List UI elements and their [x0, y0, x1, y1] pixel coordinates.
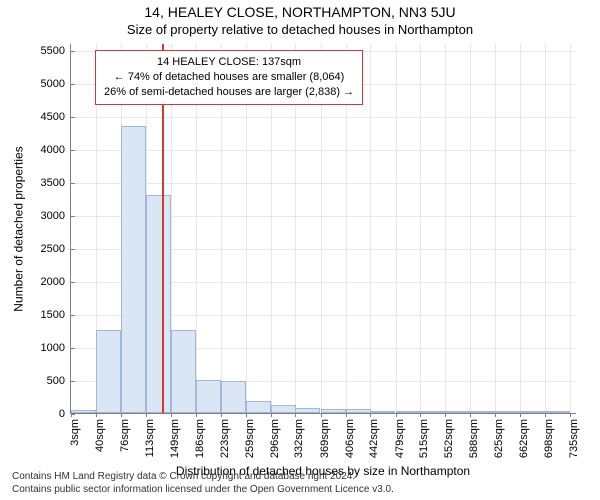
- y-tick-label: 3500: [41, 177, 71, 189]
- x-tick-mark: [396, 413, 397, 417]
- y-tick-label: 5500: [41, 45, 71, 57]
- x-tick-label: 259sqm: [244, 419, 256, 458]
- x-tick-mark: [96, 413, 97, 417]
- chart-container: 14, HEALEY CLOSE, NORTHAMPTON, NN3 5JU S…: [0, 0, 600, 500]
- y-tick-label: 2000: [41, 276, 71, 288]
- x-tick-mark: [420, 413, 421, 417]
- histogram-bar: [96, 330, 121, 413]
- y-tick-label: 4000: [41, 144, 71, 156]
- x-tick-label: 552sqm: [443, 419, 455, 458]
- histogram-bar: [71, 410, 96, 413]
- histogram-bar: [271, 405, 296, 413]
- gridline-v: [570, 44, 571, 413]
- x-tick-mark: [71, 413, 72, 417]
- y-tick-label: 500: [47, 375, 71, 387]
- x-tick-label: 698sqm: [543, 419, 555, 458]
- x-tick-mark: [196, 413, 197, 417]
- y-tick-label: 1500: [41, 309, 71, 321]
- x-tick-mark: [370, 413, 371, 417]
- x-tick-mark: [545, 413, 546, 417]
- x-tick-label: 406sqm: [344, 419, 356, 458]
- x-tick-mark: [171, 413, 172, 417]
- footer-attribution: Contains HM Land Registry data © Crown c…: [12, 471, 394, 496]
- x-tick-mark: [121, 413, 122, 417]
- histogram-bar: [121, 126, 146, 413]
- x-tick-label: 332sqm: [293, 419, 305, 458]
- y-tick-label: 4500: [41, 111, 71, 123]
- histogram-bar: [470, 411, 495, 413]
- x-tick-mark: [271, 413, 272, 417]
- x-tick-mark: [470, 413, 471, 417]
- histogram-bar: [221, 381, 246, 413]
- x-tick-mark: [221, 413, 222, 417]
- annotation-box: 14 HEALEY CLOSE: 137sqm← 74% of detached…: [95, 50, 363, 105]
- y-tick-label: 2500: [41, 243, 71, 255]
- y-tick-label: 3000: [41, 210, 71, 222]
- annotation-line-1: 14 HEALEY CLOSE: 137sqm: [104, 55, 354, 70]
- y-axis-label: Number of detached properties: [12, 44, 26, 414]
- histogram-bar: [346, 409, 371, 413]
- x-tick-label: 186sqm: [194, 419, 206, 458]
- gridline-v: [396, 44, 397, 413]
- gridline-v: [370, 44, 371, 413]
- x-tick-label: 149sqm: [169, 419, 181, 458]
- histogram-bar: [445, 411, 470, 413]
- histogram-bar: [520, 411, 545, 413]
- x-tick-label: 40sqm: [94, 419, 106, 452]
- histogram-bar: [420, 411, 445, 413]
- x-tick-mark: [246, 413, 247, 417]
- histogram-bar: [146, 195, 171, 413]
- x-tick-mark: [346, 413, 347, 417]
- plot-area: 0500100015002000250030003500400045005000…: [70, 44, 576, 414]
- histogram-bar: [171, 330, 196, 413]
- gridline-v: [495, 44, 496, 413]
- y-tick-label: 5000: [41, 78, 71, 90]
- x-tick-label: 588sqm: [468, 419, 480, 458]
- annotation-line-3: 26% of semi-detached houses are larger (…: [104, 85, 354, 100]
- histogram-bar: [370, 411, 395, 413]
- x-tick-label: 479sqm: [394, 419, 406, 458]
- histogram-bar: [495, 411, 520, 413]
- x-tick-label: 625sqm: [493, 419, 505, 458]
- histogram-bar: [321, 409, 346, 413]
- x-tick-label: 3sqm: [69, 419, 81, 446]
- chart-subtitle: Size of property relative to detached ho…: [0, 22, 600, 37]
- x-tick-label: 113sqm: [144, 419, 156, 457]
- x-tick-label: 369sqm: [319, 419, 331, 458]
- gridline-v: [545, 44, 546, 413]
- gridline-v: [520, 44, 521, 413]
- histogram-bar: [246, 401, 271, 413]
- x-tick-mark: [146, 413, 147, 417]
- footer-line-2: Contains public sector information licen…: [12, 484, 394, 497]
- x-tick-label: 223sqm: [219, 419, 231, 458]
- x-tick-label: 662sqm: [518, 419, 530, 458]
- x-tick-label: 735sqm: [568, 419, 580, 458]
- gridline-v: [445, 44, 446, 413]
- x-tick-mark: [321, 413, 322, 417]
- histogram-bar: [545, 411, 570, 413]
- histogram-bar: [295, 408, 320, 413]
- x-tick-mark: [570, 413, 571, 417]
- x-tick-label: 76sqm: [119, 419, 131, 452]
- gridline-v: [420, 44, 421, 413]
- x-tick-label: 442sqm: [368, 419, 380, 458]
- y-tick-label: 1000: [41, 342, 71, 354]
- chart-title: 14, HEALEY CLOSE, NORTHAMPTON, NN3 5JU: [0, 4, 600, 20]
- x-tick-label: 296sqm: [269, 419, 281, 458]
- gridline-v: [470, 44, 471, 413]
- annotation-line-2: ← 74% of detached houses are smaller (8,…: [104, 70, 354, 85]
- x-tick-mark: [520, 413, 521, 417]
- x-tick-label: 515sqm: [418, 419, 430, 458]
- footer-line-1: Contains HM Land Registry data © Crown c…: [12, 471, 394, 484]
- x-tick-mark: [495, 413, 496, 417]
- x-tick-mark: [295, 413, 296, 417]
- histogram-bar: [396, 411, 421, 413]
- x-tick-mark: [445, 413, 446, 417]
- histogram-bar: [196, 380, 221, 413]
